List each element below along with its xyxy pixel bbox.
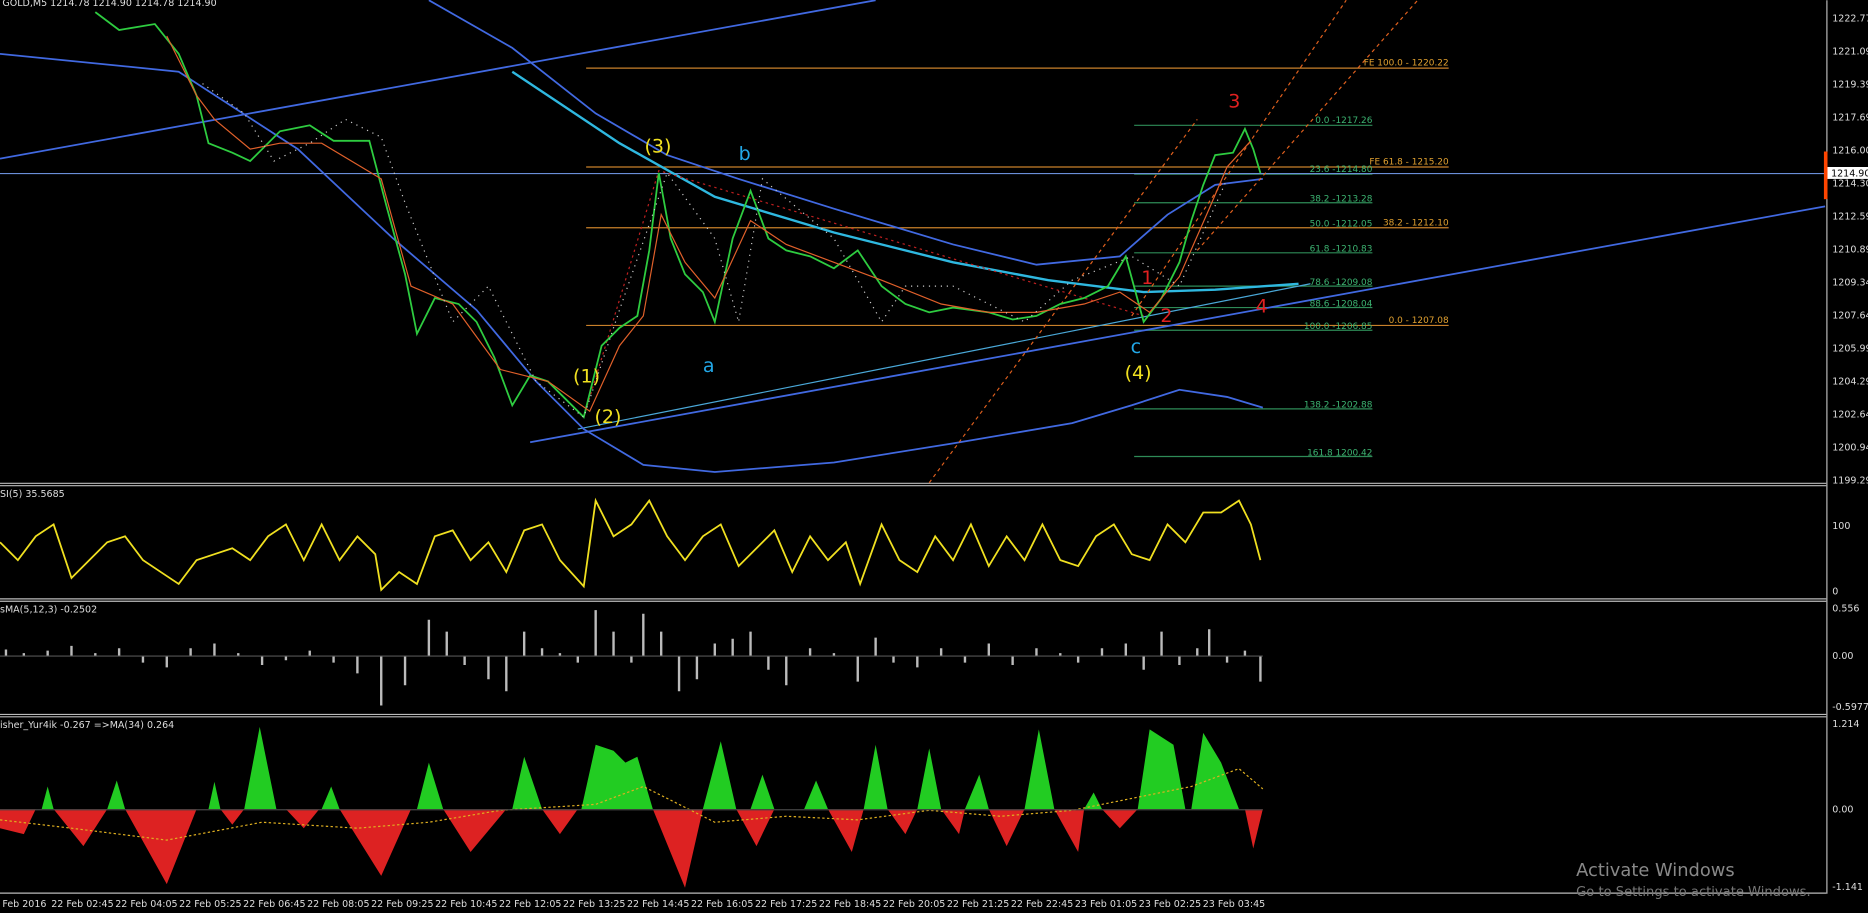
time-label: 22 Feb 16:05 [691, 899, 753, 910]
indicator-scale: 100 [1832, 521, 1850, 532]
indicator-scale: 0.00 [1832, 651, 1853, 662]
current-price: 1214.90 [1831, 169, 1868, 180]
fib-label: 138.2 -1202.88 [1304, 401, 1373, 411]
fisher-hist [0, 726, 1264, 888]
wave-label: b [739, 143, 751, 165]
indicator-title: SI(5) 35.5685 [0, 489, 65, 500]
time-label: 23 Feb 01:05 [1075, 899, 1137, 910]
indicator-scale: -1.141 [1832, 882, 1863, 893]
overlays [0, 0, 1826, 484]
price-tick-label: 1205.99 [1832, 344, 1868, 355]
price-tick-label: 1207.64 [1832, 311, 1868, 322]
window-title: GOLD,M5 1214.78 1214.90 1214.78 1214.90 [2, 0, 216, 9]
time-label: 22 Feb 22:45 [1011, 899, 1073, 910]
time-label: 22 Feb 17:25 [755, 899, 817, 910]
time-label: 22 Feb 02:45 [51, 899, 113, 910]
fib-label: 78.6 -1209.08 [1310, 278, 1373, 288]
fib-label: 161.8 1200.42 [1307, 448, 1372, 458]
fe-label: 38.2 - 1212.10 [1383, 218, 1449, 228]
wave-label: 4 [1256, 295, 1268, 317]
fib-label: 38.2 -1213.28 [1310, 195, 1373, 205]
wave-label: (4) [1125, 362, 1152, 384]
time-label: 23 Feb 02:25 [1139, 899, 1201, 910]
time-label: 22 Feb 18:45 [819, 899, 881, 910]
indicator-scale: 0 [1832, 587, 1838, 598]
time-label: 22 Feb 04:05 [115, 899, 177, 910]
watermark-title: Activate Windows [1576, 860, 1735, 881]
price-tag [1827, 167, 1868, 179]
fib-label: 100.0 -1206.85 [1304, 322, 1373, 332]
wave-label: (3) [645, 136, 672, 158]
indicator-scale: -0.5977 [1832, 702, 1868, 713]
time-label: 22 Feb 06:45 [243, 899, 305, 910]
time-label: 22 Feb 14:45 [627, 899, 689, 910]
price-marker [1823, 151, 1828, 200]
price-tick-label: 1217.69 [1832, 113, 1868, 124]
wave-label: a [703, 355, 715, 377]
wave-label: (2) [594, 406, 621, 428]
frames [0, 0, 1828, 894]
time-label: 22 Feb 21:25 [947, 899, 1009, 910]
indicator-scale: 1.214 [1832, 719, 1859, 730]
price-tick-label: 1204.29 [1832, 377, 1868, 388]
watermark-subtitle: Go to Settings to activate Windows. [1576, 885, 1811, 900]
fe-label: FE 61.8 - 1215.20 [1369, 158, 1449, 168]
wave-label: 1 [1141, 267, 1153, 289]
price-tick-label: 1212.59 [1832, 212, 1868, 223]
time-label: 22 Feb 08:05 [307, 899, 369, 910]
indicator-title: sMA(5,12,3) -0.2502 [0, 605, 97, 616]
indicator-scale: 0.556 [1832, 603, 1859, 614]
fe-label: FE 100.0 - 1220.22 [1364, 59, 1449, 69]
wave-label: 3 [1228, 90, 1240, 112]
time-label: 22 Feb 10:45 [435, 899, 497, 910]
rsi-line [0, 497, 1262, 592]
indicator-scale: 0.00 [1832, 805, 1853, 816]
time-label: 22 Feb 05:25 [179, 899, 241, 910]
price-tick-label: 1209.34 [1832, 278, 1868, 289]
time-label: 22 Feb 20:05 [883, 899, 945, 910]
price-tick-label: 1219.39 [1832, 80, 1868, 91]
price-tick-label: 1210.89 [1832, 245, 1868, 256]
time-label: 22 Feb 09:25 [371, 899, 433, 910]
time-label: 23 Feb 03:45 [1203, 899, 1265, 910]
time-label: 22 Feb 13:25 [563, 899, 625, 910]
time-label: 22 Feb 12:05 [499, 899, 561, 910]
fib-label: 88.6 -1208.04 [1310, 299, 1373, 309]
price-tick-label: 1221.09 [1832, 47, 1868, 58]
wave-label: (1) [573, 366, 600, 388]
price-tick-label: 1222.77 [1832, 14, 1868, 25]
price-tick-label: 1199.29 [1832, 476, 1868, 487]
fib-lines [0, 67, 1827, 458]
fib-label: 23.6 -1214.80 [1310, 165, 1373, 175]
time-label: Feb 2016 [2, 899, 46, 910]
fib-label: 61.8 -1210.83 [1310, 245, 1373, 255]
indicator-title: isher_Yur4ik -0.267 =>MA(34) 0.264 [0, 720, 174, 731]
fe-label: 0.0 - 1207.08 [1389, 316, 1449, 326]
fib-label: 50.0 -1212.05 [1310, 220, 1373, 230]
price-tick-label: 1200.94 [1832, 443, 1868, 454]
price-tick-label: 1202.64 [1832, 410, 1868, 421]
wave-label: c [1131, 336, 1141, 358]
price-tick-label: 1216.00 [1832, 146, 1868, 157]
wave-label: 2 [1160, 305, 1172, 327]
labels: 1222.77 1221.09 1219.39 1217.69 1216.00 1214.… [0, 14, 1868, 910]
osma-bars [4, 610, 1262, 706]
fib-label: 0.0 -1217.26 [1315, 116, 1372, 126]
price-tick-label: 1214.30 [1832, 179, 1868, 190]
